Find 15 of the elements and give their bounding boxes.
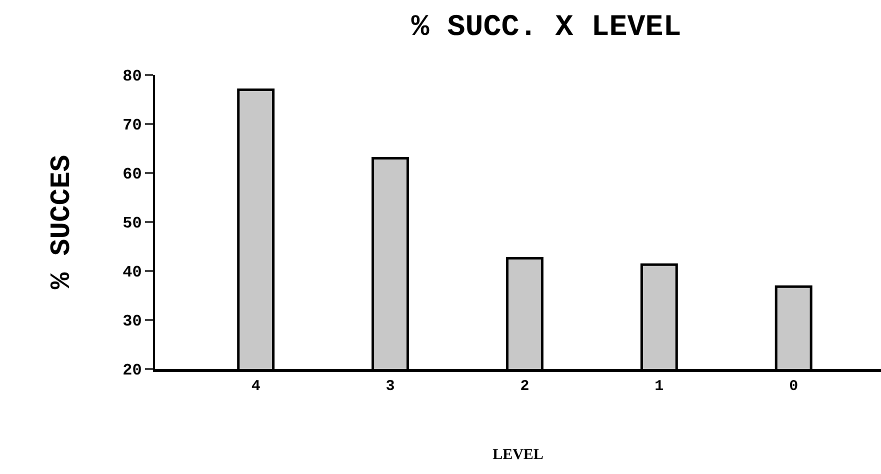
- y-tick-label: 20: [122, 362, 142, 380]
- y-tick-label: 80: [122, 68, 142, 86]
- x-tick-label: 4: [251, 378, 260, 395]
- x-axis-title: LEVEL: [492, 446, 544, 463]
- y-tick-label: 70: [122, 116, 142, 135]
- x-tick-label: 2: [520, 378, 530, 395]
- x-tick-label: 1: [654, 378, 664, 395]
- y-tick-label: 60: [122, 166, 142, 184]
- x-tick-label: 0: [789, 378, 798, 395]
- y-tick-label: 30: [122, 312, 142, 331]
- y-axis-title: % SUCCES: [46, 154, 78, 290]
- y-tick-label: 50: [122, 214, 142, 233]
- y-tick-label: 40: [122, 264, 142, 282]
- x-tick-label: 3: [386, 378, 395, 395]
- chart-title: % SUCC. X LEVEL: [411, 11, 682, 46]
